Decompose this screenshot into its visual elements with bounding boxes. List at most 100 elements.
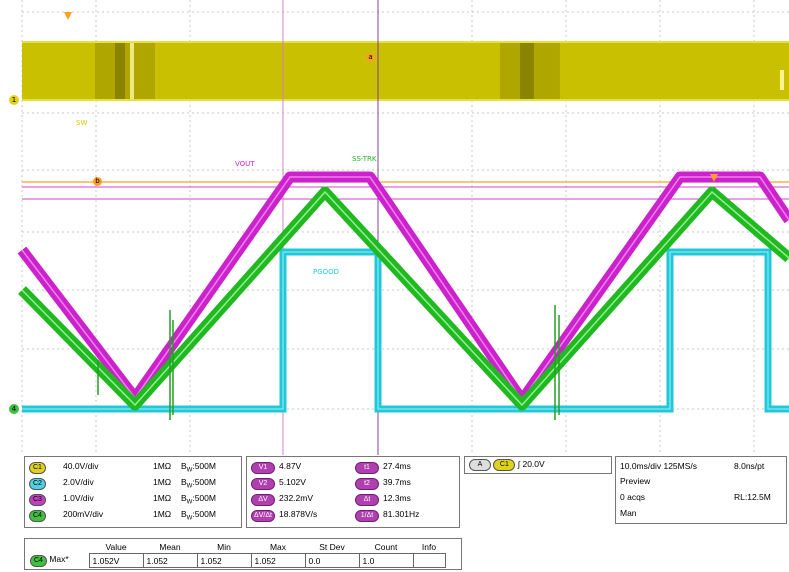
measure-value xyxy=(412,553,446,568)
bw-value: :500M xyxy=(192,461,216,471)
measure-name: Max* xyxy=(46,554,69,564)
vout-label: VOUT xyxy=(235,160,255,168)
cursor-readout-panel: V1 4.87V V2 5.102V ΔV 232.2mV ΔV/Δt 18.878V/s t1… xyxy=(246,456,460,528)
trigger-position-icon xyxy=(64,12,72,20)
sw-trace xyxy=(22,41,789,101)
bw-value: :500M xyxy=(192,477,216,487)
cursor-value: 81.301Hz xyxy=(383,509,420,519)
cursor-tag: ΔV/Δt xyxy=(251,510,275,522)
measure-header-blank xyxy=(27,540,89,554)
channel-bandwidth: BW:500M xyxy=(181,460,216,478)
sw-label: SW xyxy=(76,119,88,127)
measure-name-cell: C4 Max* xyxy=(27,554,89,568)
bw-sub: W xyxy=(186,467,193,474)
ch4-marker[interactable]: 4 xyxy=(9,404,19,414)
channel-bandwidth: BW:500M xyxy=(181,508,216,526)
channel-row[interactable]: C2 2.0V/div 1MΩ BW:500M xyxy=(29,476,237,490)
channel-tag: C2 xyxy=(29,478,46,490)
cursor-row: V1 4.87V xyxy=(251,460,302,474)
trigger-channel: C1 xyxy=(493,458,516,471)
channel-settings-panel: C1 40.0V/div 1MΩ BW:500M C2 2.0V/div 1MΩ BW:500… xyxy=(24,456,242,528)
channel-scale: 1.0V/div xyxy=(63,493,94,503)
channel-impedance: 1MΩ xyxy=(153,477,172,487)
bw-sub: W xyxy=(186,499,193,506)
channel-impedance: 1MΩ xyxy=(153,509,172,519)
record-length: RL:12.5M xyxy=(734,492,771,502)
cursor-tag: t1 xyxy=(355,462,379,474)
cursor-value: 232.2mV xyxy=(279,493,314,503)
acquisition-mode: Man xyxy=(620,508,637,518)
channel-bandwidth: BW:500M xyxy=(181,492,216,510)
cursor-row: t1 27.4ms xyxy=(355,460,411,474)
cursor-a-marker[interactable]: a xyxy=(366,53,375,62)
timebase-state: Preview xyxy=(620,476,651,486)
bw-prefix: B xyxy=(181,493,187,503)
channel-impedance: 1MΩ xyxy=(153,461,172,471)
timebase-acqs: 0 acqs xyxy=(620,492,646,502)
measure-header: St Dev xyxy=(319,541,345,552)
timebase-panel[interactable]: 10.0ms/div 125MS/s 8.0ns/pt Preview 0 ac… xyxy=(615,456,787,524)
cursor-tag: 1/Δt xyxy=(355,510,379,522)
waveform-display[interactable]: SW VOUT SS-TRK PGOOD a b 1 4 xyxy=(0,0,789,455)
cursor-row: Δt 12.3ms xyxy=(355,492,411,506)
cursor-row: ΔV 232.2mV xyxy=(251,492,314,506)
channel-scale: 40.0V/div xyxy=(63,461,99,471)
trigger-panel[interactable]: A C1 ∫ 20.0V xyxy=(464,456,612,474)
cursor-value: 5.102V xyxy=(279,477,306,487)
cursor-b-marker[interactable]: b xyxy=(93,177,102,186)
bw-prefix: B xyxy=(181,477,187,487)
measure-value: 1.052V xyxy=(88,553,144,568)
trigger-slope-icon: ∫ xyxy=(517,459,521,469)
trigger-level-icon xyxy=(710,174,718,182)
measure-value: 1.052 xyxy=(142,553,198,568)
bw-prefix: B xyxy=(181,509,187,519)
cursor-value: 39.7ms xyxy=(383,477,411,487)
cursor-tag: V1 xyxy=(251,462,275,474)
measure-header: Info xyxy=(421,541,437,552)
ch1-marker[interactable]: 1 xyxy=(9,95,19,105)
trigger-level: 20.0V xyxy=(522,459,545,469)
channel-impedance: 1MΩ xyxy=(153,493,172,503)
timebase-rate: 10.0ms/div 125MS/s xyxy=(620,461,698,471)
cursor-row: V2 5.102V xyxy=(251,476,306,490)
channel-tag: C4 xyxy=(29,510,46,522)
cursor-tag: V2 xyxy=(251,478,275,490)
channel-scale: 2.0V/div xyxy=(63,477,94,487)
cursor-row: t2 39.7ms xyxy=(355,476,411,490)
cursor-tag: ΔV xyxy=(251,494,275,506)
cursor-tag: Δt xyxy=(355,494,379,506)
ss-trk-label: SS-TRK xyxy=(352,155,377,163)
measure-value-row[interactable]: C4 Max* 1.052V 1.052 1.052 1.052 0.0 1.0 xyxy=(27,553,446,568)
bw-sub: W xyxy=(186,483,193,490)
cursor-value: 4.87V xyxy=(279,461,302,471)
measure-channel: C4 xyxy=(30,555,47,567)
channel-bandwidth: BW:500M xyxy=(181,476,216,494)
bw-value: :500M xyxy=(192,509,216,519)
bw-sub: W xyxy=(186,515,193,522)
channel-row[interactable]: C1 40.0V/div 1MΩ BW:500M xyxy=(29,460,237,474)
cursor-value: 18.878V/s xyxy=(279,509,318,519)
measure-header: Value xyxy=(105,541,127,552)
bw-value: :500M xyxy=(192,493,216,503)
cursor-row: 1/Δt 81.301Hz xyxy=(355,508,420,522)
measure-value: 1.0 xyxy=(358,553,414,568)
pgood-label: PGOOD xyxy=(313,268,340,276)
measure-header: Mean xyxy=(159,541,181,552)
cursor-value: 12.3ms xyxy=(383,493,411,503)
channel-tag: C1 xyxy=(29,462,46,474)
measure-value: 0.0 xyxy=(304,553,360,568)
measure-value: 1.052 xyxy=(250,553,306,568)
measure-header-row: Value Mean Min Max St Dev Count Info xyxy=(27,540,445,554)
cursor-tag: t2 xyxy=(355,478,379,490)
channel-tag: C3 xyxy=(29,494,46,506)
timebase-resolution: 8.0ns/pt xyxy=(734,461,765,471)
measurement-panel: Value Mean Min Max St Dev Count Info C4 Max* 1.0… xyxy=(24,538,462,570)
bw-prefix: B xyxy=(181,461,187,471)
channel-row[interactable]: C3 1.0V/div 1MΩ BW:500M xyxy=(29,492,237,506)
cursor-row: ΔV/Δt 18.878V/s xyxy=(251,508,318,522)
trigger-mode: A xyxy=(469,458,491,471)
channel-row[interactable]: C4 200mV/div 1MΩ BW:500M xyxy=(29,508,237,522)
measure-header: Max xyxy=(269,541,287,552)
cursor-value: 27.4ms xyxy=(383,461,411,471)
measure-header: Count xyxy=(374,541,398,552)
